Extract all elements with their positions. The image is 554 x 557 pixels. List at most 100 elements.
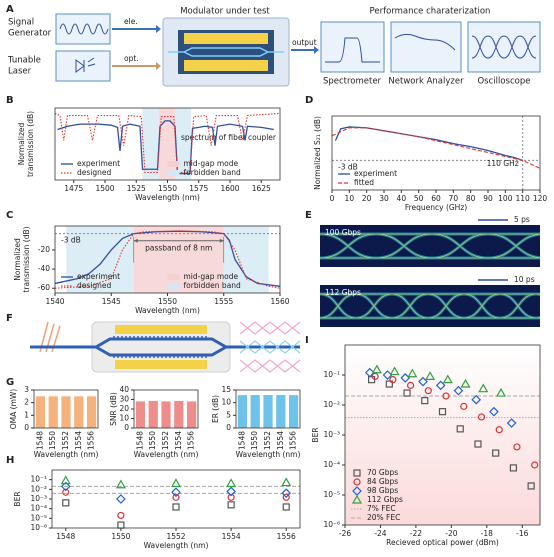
- x-tick-label: -18: [481, 529, 493, 538]
- marker: [471, 394, 482, 405]
- label: Spectrometer: [323, 77, 382, 87]
- plot-frame: [235, 389, 301, 429]
- y-tick-label: 10⁻⁵: [323, 490, 340, 499]
- x-tick-label: 1550: [148, 431, 157, 450]
- y-tick-label: 1: [24, 410, 29, 419]
- legend-label: 7% FEC: [367, 504, 396, 513]
- marker: [424, 387, 432, 395]
- legend-swatch: [353, 469, 361, 477]
- legend-label: forbidden band: [184, 168, 242, 177]
- marker: [509, 464, 518, 472]
- legend-swatch: [351, 494, 363, 504]
- marker: [453, 385, 464, 396]
- marker: [385, 380, 393, 388]
- marker: [418, 376, 428, 387]
- marker: [527, 482, 535, 490]
- marker: [460, 378, 471, 388]
- x-tick-label: -16: [516, 529, 528, 538]
- laser-box: [55, 50, 111, 82]
- x-axis-label: Wavelength (nm): [34, 450, 99, 459]
- panel-label: D: [305, 95, 313, 106]
- legend-label: designed: [77, 281, 111, 290]
- panel-label: A: [6, 4, 14, 15]
- y-tick-label: 10⁻⁶: [30, 523, 47, 532]
- marker: [226, 486, 236, 497]
- legend-label: 20% FEC: [367, 513, 400, 522]
- marker: [495, 426, 503, 434]
- x-tick-label: 1552: [166, 532, 185, 541]
- series-line: [54, 230, 281, 289]
- label: Generator: [8, 29, 52, 39]
- y-axis-label: BER: [13, 491, 22, 506]
- y-axis-label: transmission (dB): [22, 226, 31, 292]
- marker: [477, 413, 486, 421]
- eye-traces: [320, 232, 540, 260]
- x-tick-label: 1550: [158, 297, 177, 306]
- x-axis-label: Frequency (GHz): [405, 203, 467, 212]
- arrow-head: [156, 25, 161, 33]
- y-tick-label: 10: [221, 398, 231, 407]
- marker: [115, 479, 126, 489]
- marker: [371, 372, 379, 380]
- marker: [364, 367, 375, 378]
- panel-label: E: [305, 210, 312, 221]
- y-axis-label: Normalized S₂₁ (dB): [313, 116, 322, 190]
- region: [142, 108, 159, 180]
- bar: [276, 395, 286, 428]
- bar: [250, 395, 260, 428]
- annotation: -3 dB: [61, 236, 81, 245]
- bar: [48, 396, 58, 428]
- y-tick-label: 40: [119, 385, 129, 394]
- x-tick-label: 1556: [87, 431, 96, 450]
- label: opt.: [124, 54, 139, 63]
- marker: [495, 387, 507, 397]
- y-tick-label: 20: [119, 404, 129, 413]
- eye-traces: [320, 292, 540, 320]
- marker: [478, 383, 489, 393]
- series-line: [331, 127, 541, 169]
- eye-rate: 112 Gbps: [325, 288, 361, 297]
- marker: [421, 397, 429, 405]
- x-tick-label: 80: [466, 194, 476, 203]
- marker: [513, 443, 521, 451]
- legend-label: 84 Gbps: [367, 477, 398, 486]
- y-tick-label: 10⁻²: [30, 484, 47, 493]
- legend-swatch: [167, 161, 180, 167]
- marker: [117, 521, 125, 529]
- marker: [62, 499, 70, 507]
- x-tick-label: 60: [431, 194, 441, 203]
- bar: [186, 401, 197, 428]
- marker: [281, 477, 292, 487]
- y-tick-label: 10: [119, 414, 129, 423]
- marker: [425, 371, 436, 380]
- x-axis-label: Recieved optical power (dBm): [386, 538, 499, 547]
- legend-swatch: [167, 274, 180, 280]
- label: Laser: [8, 67, 32, 77]
- marker: [456, 425, 464, 433]
- lattice: [239, 321, 301, 373]
- marker: [531, 461, 539, 469]
- x-tick-label: -22: [410, 529, 422, 538]
- x-tick-label: 1554: [174, 431, 183, 450]
- x-tick-label: 100: [498, 194, 513, 203]
- y-axis-label: OMA (mW): [9, 389, 18, 430]
- marker: [435, 380, 446, 391]
- x-tick-label: 40: [397, 194, 407, 203]
- y-tick-label: 10⁻⁶: [323, 520, 340, 529]
- x-tick-label: 110: [516, 194, 531, 203]
- generator-box: [55, 13, 111, 45]
- x-tick-label: 1550: [250, 431, 259, 450]
- eye-image: [320, 225, 540, 267]
- y-tick-label: 0: [226, 423, 231, 432]
- plot-frame: [54, 107, 281, 181]
- x-tick-label: 1550: [111, 532, 130, 541]
- y-axis-label: Normalized: [13, 238, 22, 281]
- y-tick-label: 0: [24, 423, 29, 432]
- y-axis-label: BER: [311, 427, 320, 442]
- y-tick-label: 10⁻⁵: [30, 513, 47, 522]
- marker: [62, 488, 70, 496]
- annotation: passband of 8 nm: [145, 244, 212, 253]
- x-tick-label: 1554: [74, 431, 83, 450]
- x-tick-label: -20: [445, 529, 457, 538]
- x-tick-label: 90: [483, 194, 493, 203]
